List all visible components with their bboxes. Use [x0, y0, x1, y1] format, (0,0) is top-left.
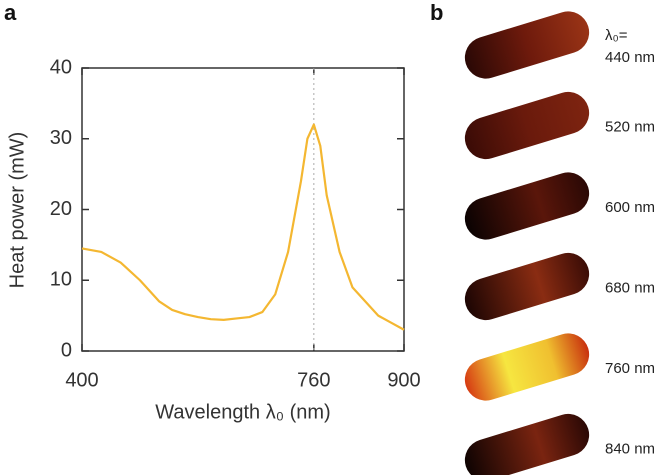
panel-label: a: [4, 0, 17, 25]
y-axis-label: Heat power (mW): [6, 132, 28, 289]
nanorod-image: [464, 172, 590, 240]
panel-b-title: λ₀=: [605, 27, 628, 44]
wavelength-label: 600 nm: [605, 199, 655, 216]
nanorod-image: [464, 252, 590, 321]
x-tick-label: 400: [65, 369, 98, 391]
x-tick-label: 900: [387, 369, 420, 391]
nanorod-image: [464, 11, 590, 79]
y-tick-label: 20: [50, 198, 72, 220]
wavelength-label: 680 nm: [605, 279, 655, 296]
data-line: [81, 123, 405, 331]
y-tick-label: 0: [61, 339, 72, 361]
y-tick-label: 30: [50, 127, 72, 149]
wavelength-label: 440 nm: [605, 49, 655, 66]
y-tick-label: 10: [50, 269, 72, 291]
panel-label: b: [430, 0, 443, 25]
plot-frame: [81, 67, 405, 352]
wavelength-label: 760 nm: [605, 360, 655, 377]
x-tick-label: 760: [297, 369, 330, 391]
nanorod-image: [464, 91, 590, 160]
wavelength-label: 840 nm: [605, 440, 655, 457]
x-axis-label: Wavelength λ₀ (nm): [155, 401, 330, 423]
wavelength-label: 520 nm: [605, 118, 655, 135]
nanorod-image: [464, 413, 590, 475]
nanorod-image: [464, 333, 590, 401]
y-tick-label: 40: [50, 56, 72, 78]
